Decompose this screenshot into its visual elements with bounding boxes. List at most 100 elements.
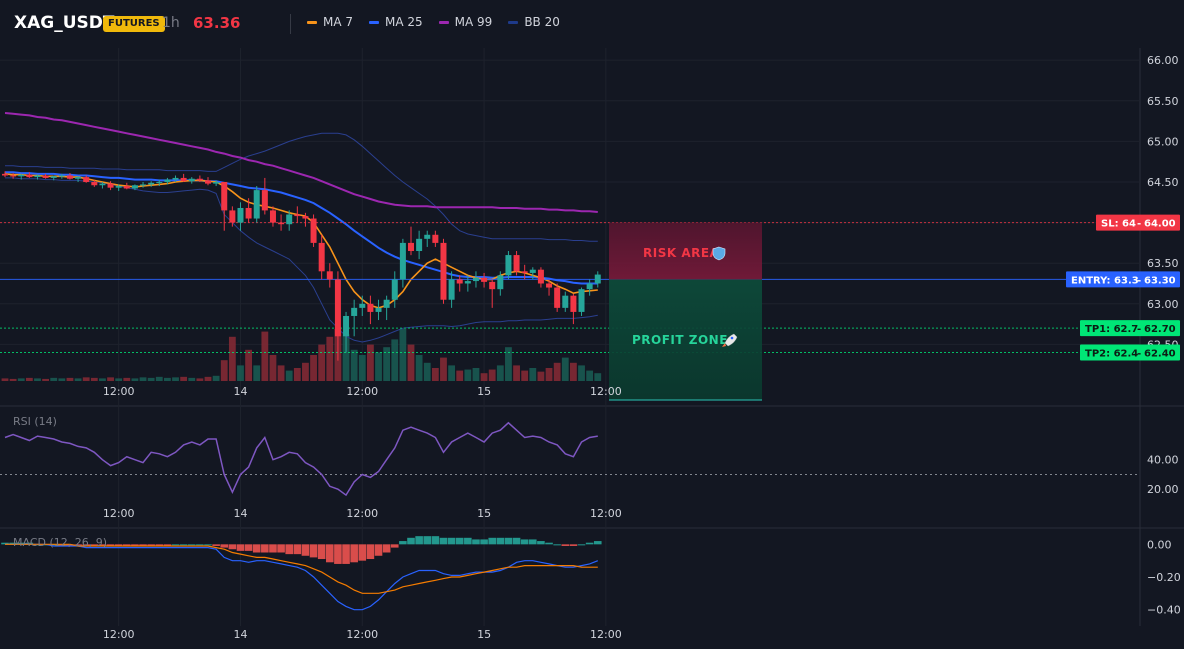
- macd-hist-bar: [25, 542, 34, 545]
- time-label: 12:00: [590, 385, 622, 398]
- legend-item-ma-25[interactable]: MA 25: [369, 15, 423, 29]
- macd-hist-bar: [455, 537, 464, 545]
- volume-bar: [456, 370, 464, 381]
- legend-item-ma-7[interactable]: MA 7: [307, 15, 353, 29]
- candle-body: [424, 234, 431, 239]
- volume-bar: [440, 357, 447, 381]
- candle: [464, 275, 471, 292]
- candle: [140, 181, 147, 188]
- volume-bar: [310, 355, 317, 381]
- ma7-line: [4, 173, 598, 309]
- legend-swatch: [438, 20, 449, 24]
- macd-hist-bar: [577, 544, 586, 546]
- candle-body: [26, 174, 33, 178]
- macd-hist-bar: [293, 544, 302, 555]
- indicator-panes: RSI (14) 40.00 20.00 MACD (12, 26, 9) 0.00 −0…: [0, 415, 1181, 617]
- candle-body: [156, 181, 163, 183]
- candle-body: [213, 181, 220, 184]
- candle: [432, 230, 439, 247]
- candle: [562, 291, 569, 312]
- volume-bar: [164, 377, 171, 381]
- volume-bar: [431, 368, 439, 381]
- candle: [131, 184, 138, 191]
- macd-hist-bar: [187, 544, 196, 546]
- volume-bar: [399, 329, 407, 381]
- candle: [229, 206, 236, 227]
- macd-hist-bar: [504, 537, 513, 545]
- candle: [294, 206, 301, 223]
- profit-zone-box[interactable]: [609, 279, 762, 400]
- macd-tick: −0.40: [1147, 604, 1181, 617]
- volume-bar: [448, 365, 455, 381]
- candle-body: [399, 242, 406, 280]
- candle: [416, 230, 423, 260]
- indicator-legend: MA 7 MA 25 MA 99 BB 20: [307, 15, 560, 29]
- candle: [180, 173, 187, 182]
- legend-label: MA 7: [323, 15, 354, 29]
- candle: [156, 179, 163, 187]
- macd-hist-bar: [382, 544, 391, 553]
- macd-hist-bar: [147, 544, 155, 546]
- candle-body: [83, 177, 90, 182]
- candle-body: [172, 177, 179, 180]
- candle-body: [140, 184, 147, 186]
- risk-area-box[interactable]: [609, 222, 762, 280]
- macd-hist-bar: [285, 544, 293, 555]
- symbol-name[interactable]: XAG_USDT: [14, 13, 115, 33]
- macd-hist-bar: [1, 542, 9, 545]
- volume-bar: [367, 344, 374, 381]
- candle-body: [294, 214, 301, 217]
- volume-bar: [302, 362, 309, 381]
- macd-hist-bar: [90, 544, 99, 546]
- candle-body: [253, 190, 260, 219]
- volume-bar: [147, 377, 155, 381]
- candle: [196, 175, 203, 182]
- time-label: 14: [233, 385, 247, 398]
- candle-body: [18, 174, 25, 177]
- macd-hist-bar: [139, 544, 147, 546]
- macd-hist-bar: [593, 541, 602, 545]
- candle: [367, 295, 374, 325]
- trade-zones: RISK AREA PROFIT ZONE: [609, 222, 762, 401]
- candle-body: [472, 277, 479, 282]
- volume-bar: [155, 376, 163, 381]
- macd-hist-bar: [196, 544, 204, 546]
- candle: [261, 177, 268, 215]
- level-tag-bg: [1096, 214, 1180, 231]
- candle-body: [513, 255, 520, 272]
- candle-body: [237, 207, 244, 223]
- candle-body: [115, 186, 122, 188]
- candlesticks: [2, 171, 601, 361]
- level-tag-sep: -: [1137, 275, 1141, 286]
- macd-hist-bar: [114, 544, 123, 546]
- macd-hist-bar: [155, 544, 164, 546]
- volume-bar: [245, 349, 252, 381]
- rsi-tick: 20.00: [1147, 483, 1179, 496]
- candle: [481, 272, 488, 288]
- legend-label: MA 99: [454, 15, 493, 29]
- macd-hist-bar: [472, 539, 480, 545]
- candle-body: [537, 269, 544, 284]
- candle: [351, 299, 358, 337]
- candle: [343, 311, 350, 353]
- macd-hist-bar: [480, 539, 488, 545]
- candle-body: [269, 210, 276, 223]
- level-tag-sep: -: [1137, 219, 1141, 230]
- level-tag-entry: ENTRY: 63.3 63.30-: [1066, 271, 1180, 288]
- candle-body: [334, 279, 341, 337]
- volume-bar: [505, 347, 512, 381]
- candle: [521, 264, 528, 280]
- volume-bar: [407, 344, 415, 381]
- macd-hist-bar: [545, 542, 553, 545]
- price-tick: 66.00: [1147, 54, 1179, 67]
- time-label: 12:00: [103, 385, 135, 398]
- candle-body: [343, 315, 350, 337]
- candle-body: [221, 181, 228, 211]
- legend-item-ma-99[interactable]: MA 99: [438, 15, 493, 29]
- macd-hist-bar: [390, 544, 399, 548]
- legend-item-bb-20[interactable]: BB 20: [508, 15, 560, 29]
- volume-bar: [594, 373, 602, 381]
- macd-hist-bar: [342, 544, 350, 564]
- interval-label[interactable]: 1h: [162, 15, 180, 31]
